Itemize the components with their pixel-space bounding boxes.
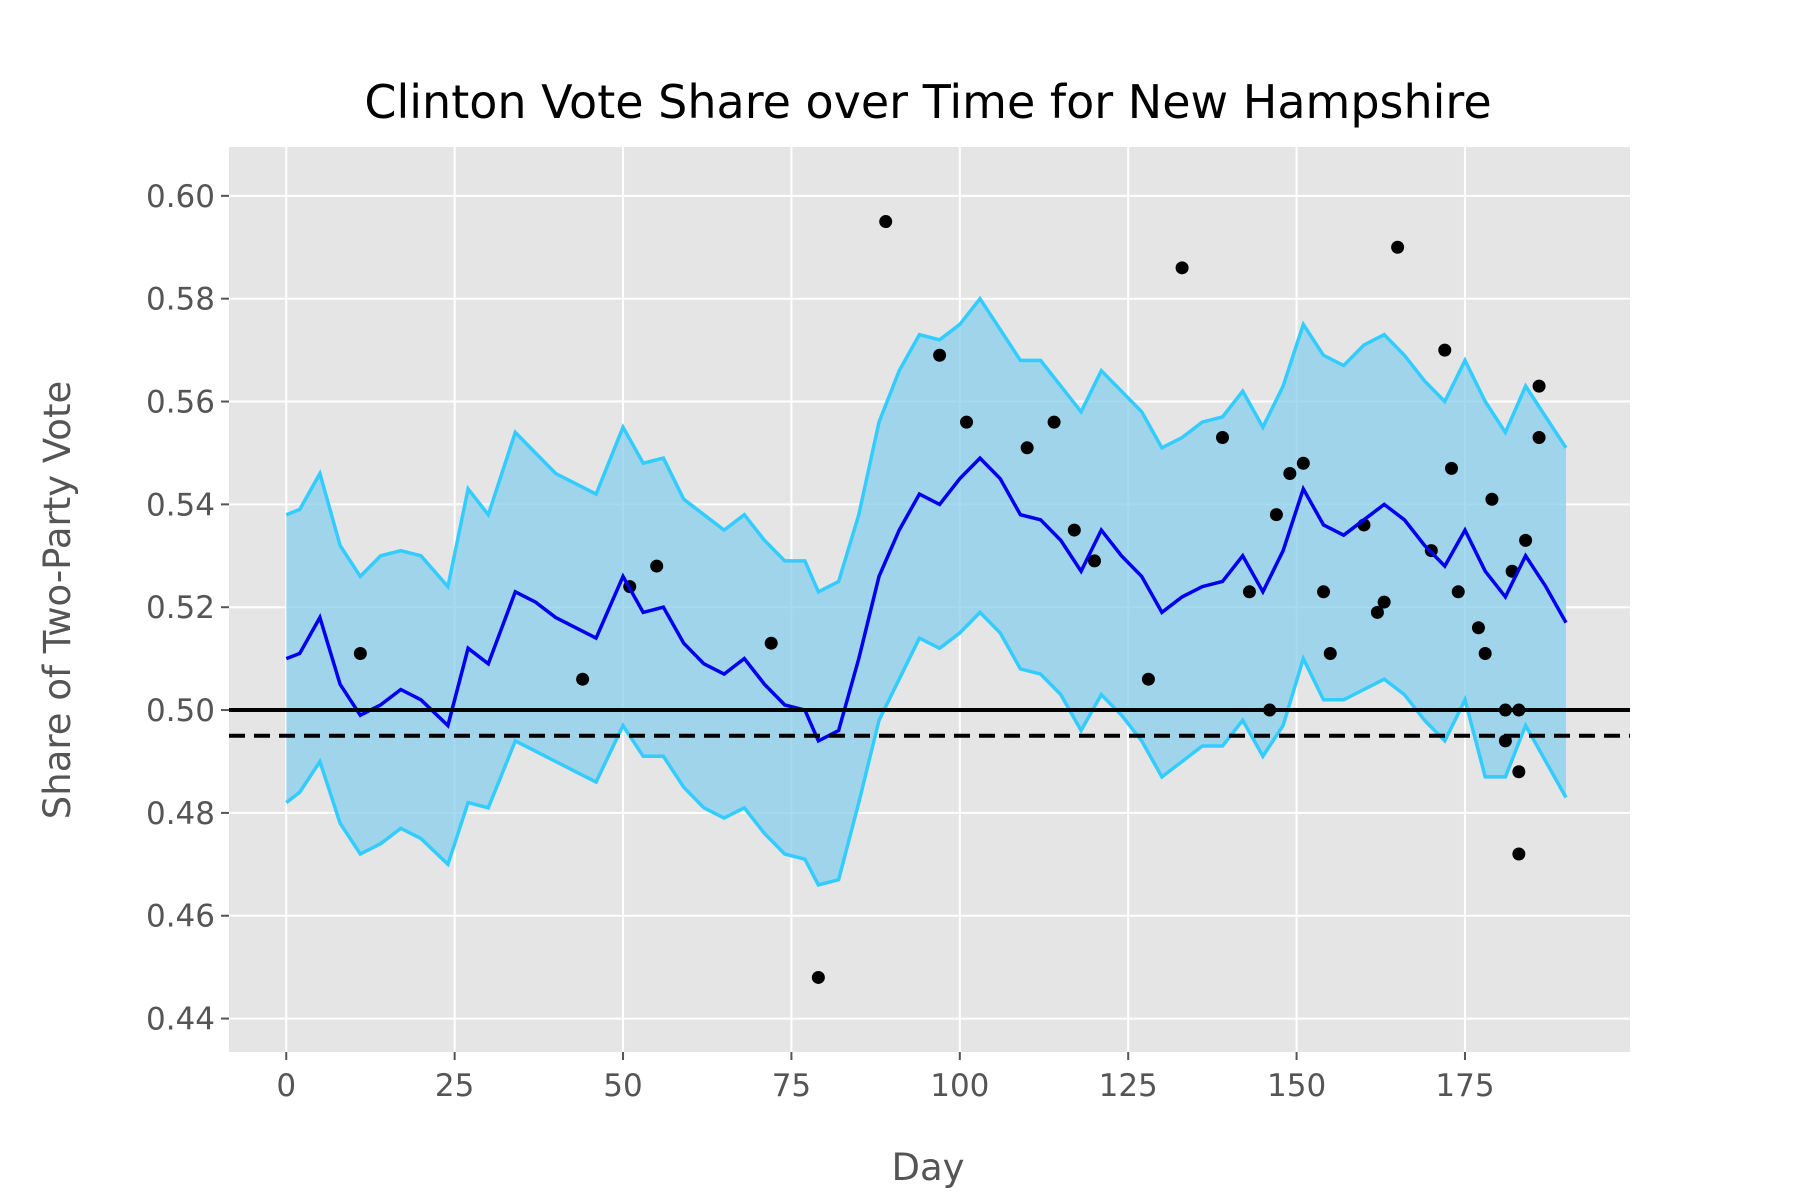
poll-point [933,348,947,362]
poll-point [1438,343,1452,357]
poll-point [1512,765,1526,779]
poll-point [1215,431,1229,445]
poll-point [1451,585,1465,599]
x-tick-label: 150 [1267,1068,1326,1104]
tick-labels: 0 25 50 75 100 125 150 175 0.44 0.46 0.48 0.50 0.52 0… [146,179,1495,1104]
poll-point [576,672,590,686]
y-tick-label: 0.56 [146,385,215,421]
poll-point [1269,508,1283,522]
poll-point [1471,621,1485,635]
poll-point [1296,456,1310,470]
x-tick-label: 50 [603,1068,642,1104]
poll-point [811,970,825,984]
poll-point [1323,646,1337,660]
poll-point [1175,261,1189,275]
upper-bound-line [285,295,1568,595]
x-tick-label: 125 [1099,1068,1158,1104]
poll-point [1445,461,1459,475]
poll-point [1532,431,1546,445]
poll-point [1370,605,1384,619]
x-tick-label: 25 [435,1068,474,1104]
lines [229,295,1630,887]
poll-point [1020,441,1034,455]
x-tick-label: 75 [772,1068,811,1104]
poll-point [1067,523,1081,537]
poll-point [1317,585,1331,599]
poll-point [1512,847,1526,861]
poll-point [1047,415,1061,429]
confidence-band [286,298,1566,885]
poll-point [1519,533,1533,547]
y-tick-label: 0.52 [146,590,215,626]
y-tick-label: 0.50 [146,693,215,729]
poll-point [1391,240,1405,254]
poll-point [1478,646,1492,660]
poll-point [960,415,974,429]
poll-point [1532,379,1546,393]
confidence-band-area [286,298,1566,885]
x-axis-label: Day [891,1146,964,1189]
y-tick-label: 0.44 [146,1002,215,1038]
y-tick-label: 0.48 [146,796,215,832]
poll-point [1485,492,1499,506]
poll-point [879,215,893,229]
lower-bound-line [285,609,1568,887]
y-tick-label: 0.46 [146,899,215,935]
poll-point [1242,585,1256,599]
y-tick-label: 0.54 [146,487,215,523]
poll-point [1283,467,1297,481]
y-axis-label: Share of Two-Party Vote [36,381,79,819]
poll-point [764,636,778,650]
x-tick-label: 100 [930,1068,989,1104]
mean-line [285,455,1568,744]
y-tick-label: 0.58 [146,282,215,318]
poll-point [1377,595,1391,609]
y-tick-label: 0.60 [146,179,215,215]
x-tick-label: 0 [276,1068,296,1104]
poll-point [1088,554,1102,568]
chart-title: Clinton Vote Share over Time for New Ham… [364,75,1491,129]
poll-point [353,646,367,660]
x-tick-label: 175 [1435,1068,1494,1104]
poll-point [650,559,664,573]
poll-point [1141,672,1155,686]
